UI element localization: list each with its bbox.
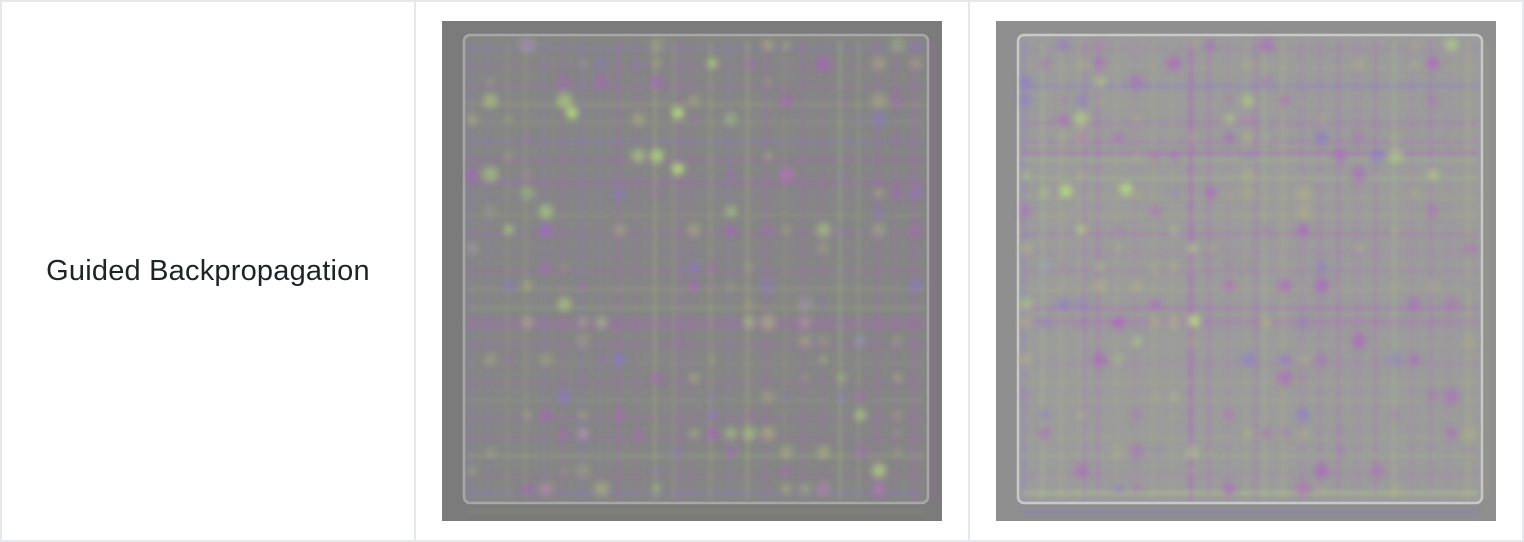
grid-texture bbox=[468, 41, 935, 514]
method-label-cell: Guided Backpropagation bbox=[0, 0, 416, 542]
method-label: Guided Backpropagation bbox=[46, 254, 370, 287]
saliency-map-2-svg bbox=[996, 21, 1496, 521]
activation-spots bbox=[466, 37, 923, 497]
image-cell-2 bbox=[968, 0, 1524, 542]
image-cell-1 bbox=[414, 0, 970, 542]
saliency-map-1-svg bbox=[442, 21, 942, 521]
saliency-map-image-2 bbox=[996, 21, 1496, 521]
activation-spots bbox=[1018, 37, 1478, 497]
saliency-map-image-1 bbox=[442, 21, 942, 521]
